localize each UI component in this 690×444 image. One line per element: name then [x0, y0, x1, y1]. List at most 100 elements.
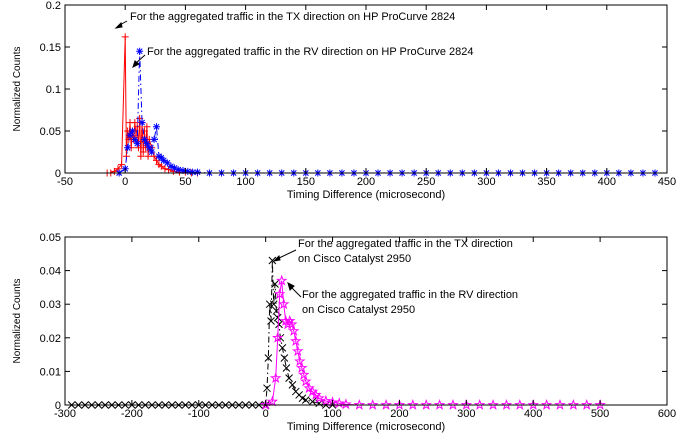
data-point: [288, 380, 297, 389]
data-point: [184, 167, 192, 175]
data-point: [278, 298, 290, 310]
data-point: [540, 398, 553, 410]
x-tick-label: 300: [457, 408, 475, 420]
data-point: [473, 398, 486, 410]
data-point: [301, 396, 310, 404]
y-tick-label: 0.15: [40, 42, 61, 54]
data-point: [137, 152, 145, 160]
y-tick-label: 0.02: [40, 333, 61, 345]
data-point: [273, 288, 286, 299]
x-tick-label: 450: [658, 176, 676, 188]
data-point: [487, 398, 499, 410]
data-point: [554, 398, 566, 410]
data-point: [124, 144, 132, 152]
data-point: [139, 148, 147, 156]
annotation-arrows: [114, 20, 302, 298]
annotation: on Cisco Catalyst 2950: [302, 304, 415, 316]
x-axis-label: Timing Difference (microsecond): [287, 189, 445, 201]
data-point: [131, 135, 139, 143]
data-point: [189, 168, 197, 176]
data-point: [447, 398, 459, 410]
data-point: [294, 355, 306, 367]
y-tick-label: 0: [55, 400, 61, 412]
y-tick-label: 0.05: [40, 126, 61, 138]
annotation: For the aggregated traffic in the RV dir…: [302, 289, 518, 301]
data-point: [140, 135, 148, 143]
data-point: [271, 280, 279, 288]
arrow: [276, 249, 297, 260]
x-tick-label: -50: [57, 176, 73, 188]
arrowhead: [132, 60, 140, 68]
data-point: [161, 165, 169, 173]
x-tick-label: 50: [179, 176, 191, 188]
subplot: -300 -200 -100 0 100 200 300 400 500 600 0 0.01 0.02…: [12, 232, 676, 433]
data-point: [273, 313, 282, 322]
data-point: [527, 398, 539, 410]
data-point: [308, 397, 317, 406]
data-point: [148, 148, 156, 156]
x-tick-label: -200: [121, 408, 143, 420]
data-point: [259, 398, 272, 410]
data-point: [138, 119, 146, 127]
x-tick-label: 350: [537, 176, 555, 188]
data-point: [131, 119, 139, 127]
data-point: [594, 398, 606, 410]
data-point: [157, 162, 165, 170]
data-point: [292, 345, 304, 357]
x-tick-label: 0: [263, 408, 269, 420]
data-point: [153, 123, 161, 131]
data-point: [145, 144, 153, 152]
data-point: [275, 320, 283, 329]
data-point: [268, 256, 277, 265]
arrowhead: [287, 282, 295, 291]
data-point: [269, 300, 278, 309]
axes-box: [64, 236, 668, 406]
y-tick-label: 0: [55, 168, 61, 180]
data-point: [433, 398, 446, 410]
x-tick-label: 400: [598, 176, 616, 188]
data-point: [278, 344, 287, 352]
annotation: For the aggregated traffic in the RV dir…: [147, 46, 474, 58]
annotation: For the aggregated traffic in the TX dir…: [298, 238, 513, 250]
x-tick-label: 600: [658, 408, 676, 420]
data-point: [282, 364, 291, 372]
data-point: [320, 394, 332, 406]
data-point: [298, 368, 310, 380]
data-point: [144, 152, 152, 160]
data-point: [271, 331, 284, 343]
data-point: [264, 354, 273, 362]
x-tick-label: 200: [357, 176, 375, 188]
data-point: [140, 127, 148, 135]
y-tick-label: 0.01: [40, 366, 61, 378]
subplot: -50 0 50 100 150 200 250 300 350 400 45000.050.10.…: [12, 0, 676, 201]
data-point: [150, 135, 158, 143]
x-tick-label: 400: [524, 408, 542, 420]
y-axis-label: Normalized Counts: [12, 278, 23, 363]
data-point: [133, 140, 141, 148]
data-point: [269, 372, 282, 383]
arrowhead: [272, 255, 281, 262]
annotation: on Cisco Catalyst 2950: [298, 253, 411, 265]
data-point: [126, 131, 134, 139]
data-point: [266, 395, 279, 407]
x-tick-label: 250: [417, 176, 435, 188]
data-point: [285, 374, 293, 382]
x-tick-label: 100: [323, 408, 341, 420]
y-tick-label: 0.1: [46, 84, 61, 96]
data-point: [567, 398, 580, 410]
arrowhead: [114, 22, 123, 29]
data-point: [155, 152, 163, 160]
x-tick-label: 500: [591, 408, 609, 420]
data-point: [275, 274, 288, 286]
data-point: [160, 156, 168, 164]
plot-area: [65, 5, 667, 173]
y-tick-label: 0.03: [40, 299, 61, 311]
data-point: [143, 140, 151, 148]
data-point: [407, 398, 419, 410]
data-point: [288, 325, 300, 336]
data-point: [280, 354, 289, 362]
data-point: [118, 161, 126, 169]
data-point: [380, 398, 392, 410]
data-point: [500, 398, 513, 410]
